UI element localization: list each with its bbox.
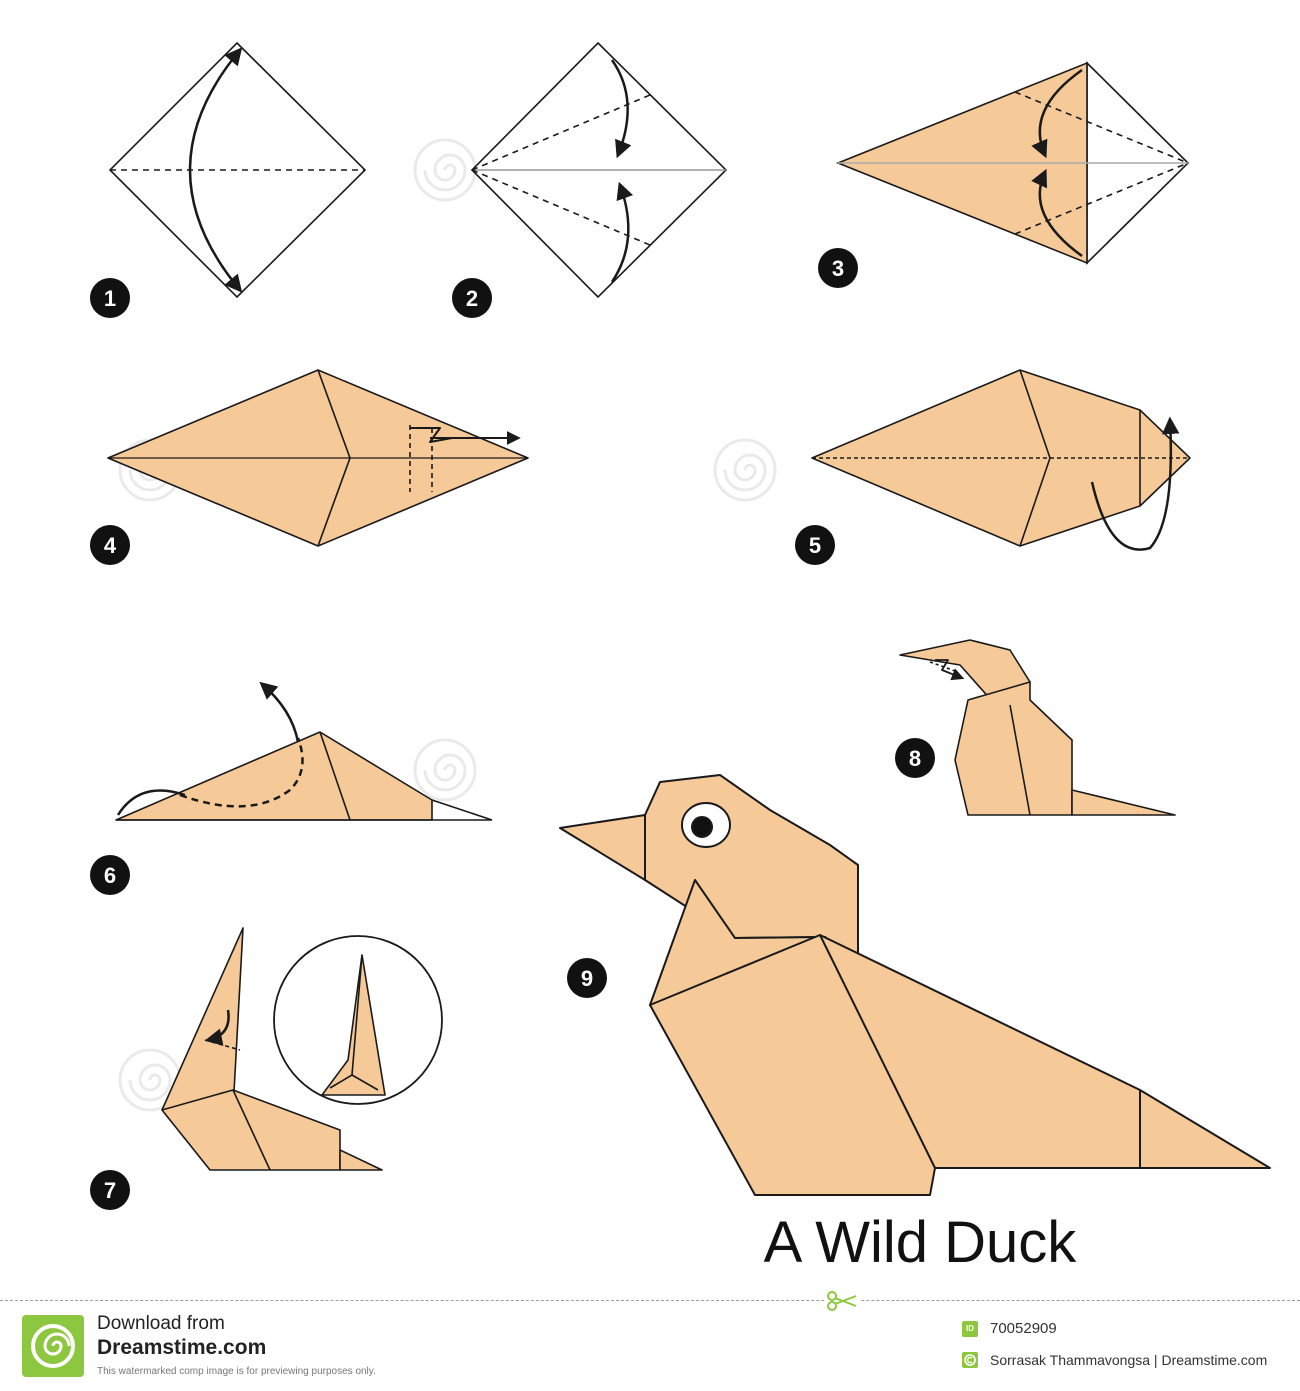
step-9-figure <box>559 774 1271 1196</box>
step-badge-9: 9 <box>567 958 607 998</box>
preview-note: This watermarked comp image is for previ… <box>97 1366 376 1377</box>
step-8-figure <box>899 639 1176 816</box>
author-credit: Sorrasak Thammavongsa | Dreamstime.com <box>990 1352 1268 1368</box>
download-site-label[interactable]: Dreamstime.com <box>97 1336 267 1359</box>
dreamstime-logo-icon <box>22 1315 84 1377</box>
step-3-figure <box>835 61 1190 265</box>
scissors-icon <box>826 1290 860 1312</box>
step-badge-4: 4 <box>90 525 130 565</box>
step-number-7: 7 <box>104 1178 116 1203</box>
step-badge-6: 6 <box>90 855 130 895</box>
diagram-title: A Wild Duck <box>764 1210 1078 1275</box>
step-number-2: 2 <box>466 286 478 311</box>
step-4-figure <box>107 369 529 547</box>
step-badge-7: 7 <box>90 1170 130 1210</box>
step-7-figure <box>161 927 443 1171</box>
step-number-8: 8 <box>909 746 921 771</box>
step-number-4: 4 <box>104 533 117 558</box>
image-id: 70052909 <box>990 1320 1057 1337</box>
step-number-5: 5 <box>809 533 821 558</box>
download-footer: Download from Dreamstime.com This waterm… <box>0 1290 1300 1391</box>
step-number-9: 9 <box>581 966 593 991</box>
step-1-figure <box>108 41 367 299</box>
step-number-1: 1 <box>104 286 116 311</box>
step-number-3: 3 <box>832 256 844 281</box>
step-number-6: 6 <box>104 863 116 888</box>
step-badge-1: 1 <box>90 278 130 318</box>
download-from-label: Download from <box>97 1313 225 1334</box>
step-5-figure <box>811 369 1191 551</box>
step-badge-5: 5 <box>795 525 835 565</box>
step-6-figure <box>115 681 493 821</box>
step-2-figure <box>470 41 728 299</box>
step-badge-2: 2 <box>452 278 492 318</box>
step-badge-8: 8 <box>895 738 935 778</box>
copyright-icon <box>962 1352 978 1368</box>
origami-diagram: 1 2 3 4 5 6 7 8 9 A Wild Duck <box>90 41 1271 1275</box>
id-badge: ID <box>962 1321 978 1337</box>
step-badge-3: 3 <box>818 248 858 288</box>
